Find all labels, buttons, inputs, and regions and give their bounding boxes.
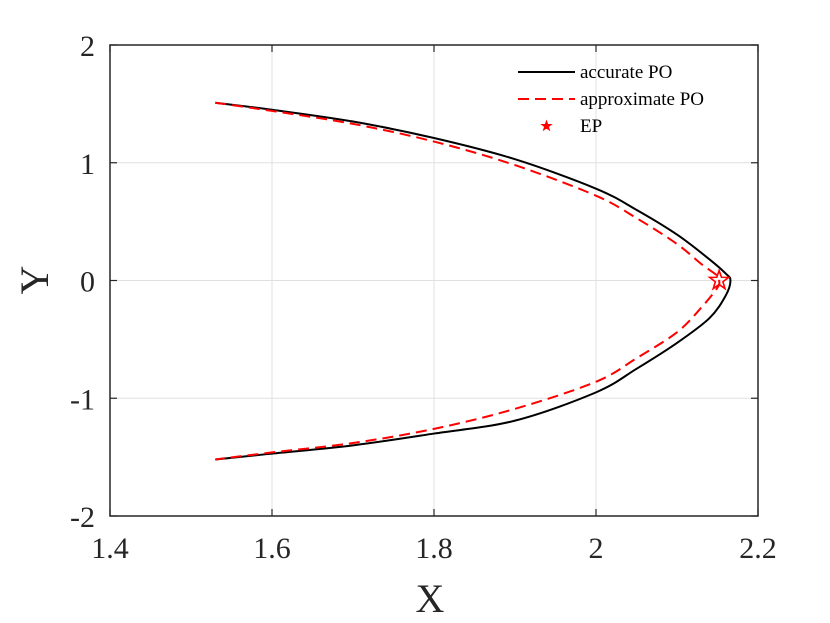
- series-layer: [215, 101, 732, 461]
- x-tick-label: 2: [589, 532, 604, 565]
- y-tick-label: -2: [70, 501, 95, 534]
- legend-ep-swatch: [540, 119, 553, 132]
- legend-accurate-po-label: accurate PO: [580, 62, 672, 83]
- y-tick-label: 2: [80, 30, 95, 63]
- y-tick-label: 0: [80, 266, 95, 299]
- x-tick-label: 1.4: [91, 532, 129, 565]
- tick-labels: 1.4 1.6 1.8 2 2.2 -2 -1 0 1 2: [70, 30, 777, 565]
- y-axis-label: Y: [12, 266, 57, 295]
- x-axis-label: X: [416, 576, 445, 621]
- y-tick-label: -1: [70, 383, 95, 416]
- approximate-po-line: [215, 101, 721, 461]
- legend-ep-label: EP: [580, 116, 602, 137]
- legend: accurate PO approximate PO EP: [518, 62, 704, 137]
- legend-approximate-po-label: approximate PO: [580, 89, 704, 110]
- plot-area: [109, 44, 759, 517]
- x-tick-label: 1.6: [253, 532, 291, 565]
- accurate-po-line: [215, 101, 732, 461]
- y-tick-label: 1: [80, 148, 95, 181]
- ep-marker: [707, 268, 731, 291]
- ticks: [109, 44, 759, 517]
- x-tick-label: 1.8: [415, 532, 453, 565]
- x-tick-label: 2.2: [739, 532, 777, 565]
